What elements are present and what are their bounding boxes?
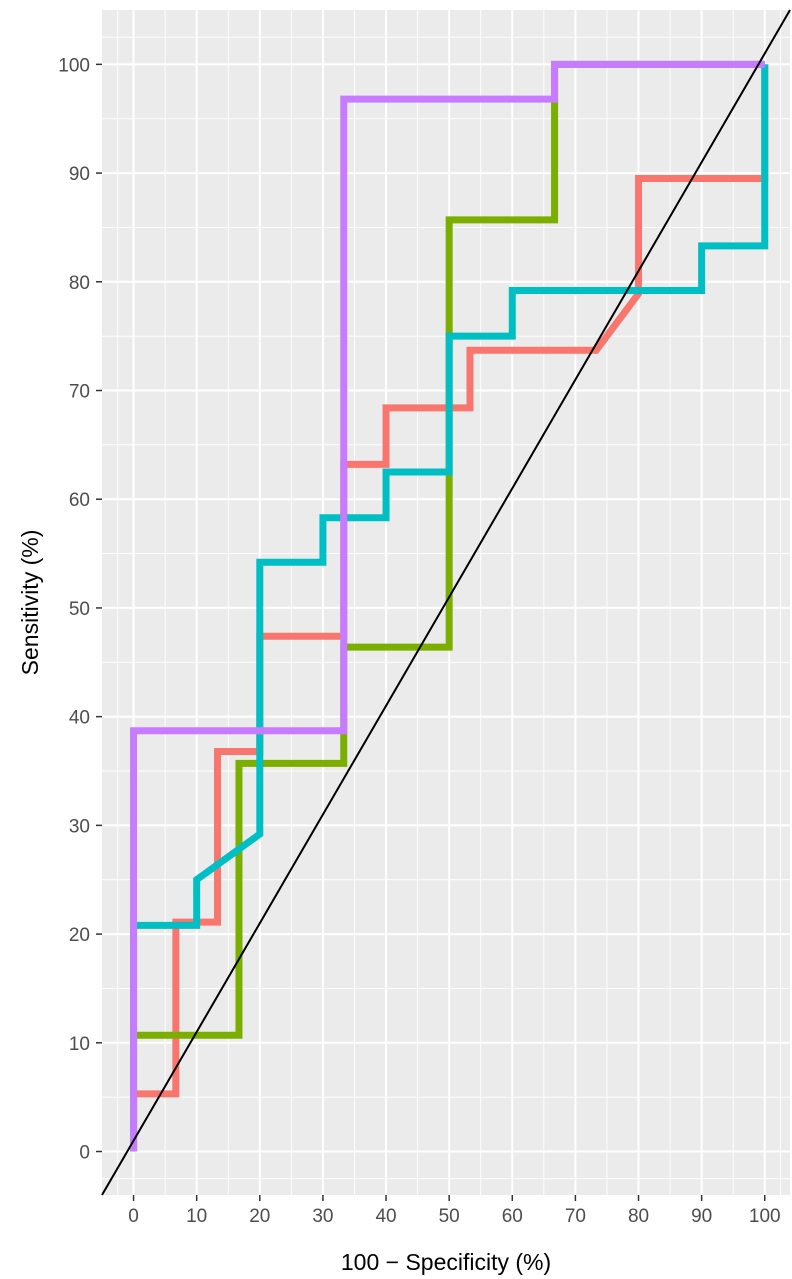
y-tick-label: 90	[69, 164, 90, 185]
y-tick-label: 30	[69, 816, 90, 837]
x-tick-label: 20	[249, 1206, 270, 1227]
roc-curve-3	[130, 64, 769, 1152]
x-tick-label: 50	[439, 1206, 460, 1227]
y-tick-label: 60	[69, 490, 90, 511]
y-axis: 0 10 20 30 40 50 60 70 80 90 100	[58, 55, 102, 1164]
x-tick-label: 70	[565, 1206, 586, 1227]
x-tick-label: 40	[375, 1206, 396, 1227]
y-tick-label: 10	[69, 1034, 90, 1055]
y-tick-label: 20	[69, 925, 90, 946]
x-tick-label: 90	[691, 1206, 712, 1227]
x-tick-label: 0	[128, 1206, 139, 1227]
x-tick-label: 10	[186, 1206, 207, 1227]
x-tick-label: 60	[502, 1206, 523, 1227]
y-tick-label: 70	[69, 382, 90, 403]
y-tick-label: 80	[69, 273, 90, 294]
y-tick-label: 50	[69, 599, 90, 620]
x-axis-title: 100 − Specificity (%)	[341, 1249, 551, 1275]
x-tick-label: 100	[749, 1206, 781, 1227]
diagonal-reference-line	[101, 9, 791, 1196]
y-tick-label: 40	[69, 708, 90, 729]
x-tick-label: 80	[628, 1206, 649, 1227]
x-axis: 0 10 20 30 40 50 60 70 80 90 100	[128, 1195, 781, 1227]
x-tick-label: 30	[312, 1206, 333, 1227]
y-axis-title: Sensitivity (%)	[17, 530, 43, 676]
y-tick-label: 100	[58, 55, 90, 76]
roc-curve-4	[130, 60, 765, 1152]
roc-curves	[130, 60, 769, 1152]
y-tick-label: 0	[79, 1143, 90, 1164]
major-gridlines	[102, 10, 790, 1195]
